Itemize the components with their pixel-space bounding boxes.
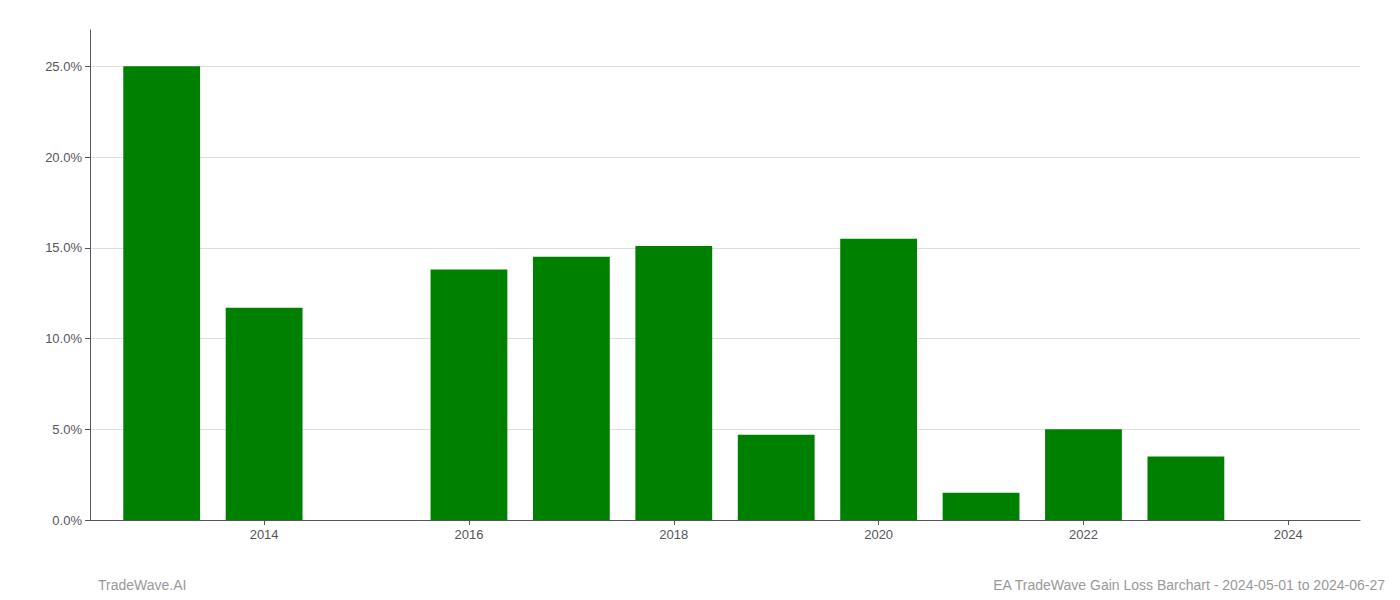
svg-text:15.0%: 15.0% — [45, 240, 82, 255]
svg-text:0.0%: 0.0% — [52, 513, 82, 528]
svg-text:2020: 2020 — [864, 527, 893, 542]
svg-text:2018: 2018 — [659, 527, 688, 542]
svg-text:EA TradeWave Gain Loss Barchar: EA TradeWave Gain Loss Barchart - 2024-0… — [993, 577, 1385, 593]
svg-text:2024: 2024 — [1274, 527, 1303, 542]
svg-text:10.0%: 10.0% — [45, 331, 82, 346]
svg-text:5.0%: 5.0% — [52, 422, 82, 437]
svg-text:TradeWave.AI: TradeWave.AI — [98, 577, 186, 593]
svg-text:25.0%: 25.0% — [45, 59, 82, 74]
svg-text:2022: 2022 — [1069, 527, 1098, 542]
svg-text:2016: 2016 — [454, 527, 483, 542]
svg-text:2014: 2014 — [250, 527, 279, 542]
svg-text:20.0%: 20.0% — [45, 150, 82, 165]
